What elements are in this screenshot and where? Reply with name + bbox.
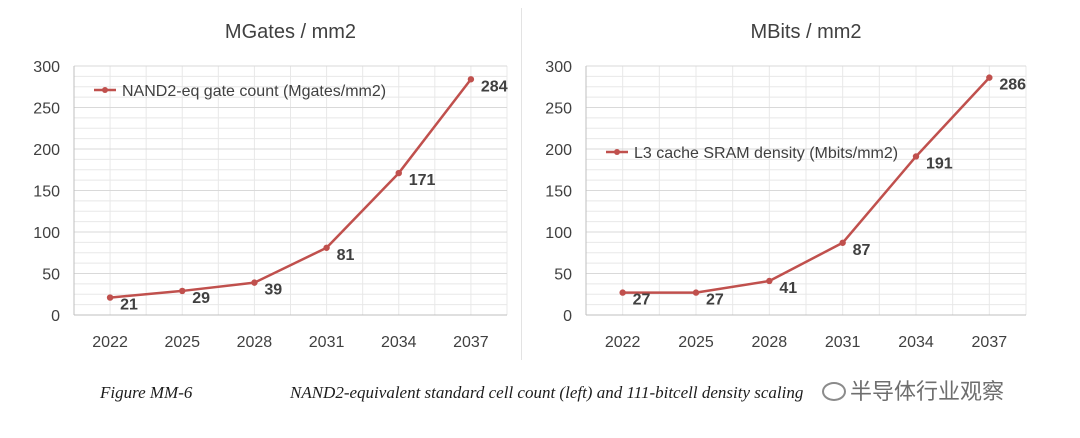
series-line <box>109 78 472 299</box>
data-point <box>619 289 626 296</box>
y-tick-label: 150 <box>545 184 572 201</box>
data-label: 284 <box>481 78 508 95</box>
chart-title: MBits / mm2 <box>750 21 861 43</box>
data-label: 29 <box>192 290 210 307</box>
x-tick-label: 2025 <box>164 334 200 351</box>
wechat-icon <box>822 382 846 401</box>
data-label: 191 <box>926 155 953 172</box>
data-label: 81 <box>337 247 355 264</box>
panel-divider <box>521 8 522 360</box>
x-tick-label: 2034 <box>381 334 417 351</box>
legend-marker <box>102 87 108 93</box>
y-tick-label: 0 <box>51 308 60 325</box>
figure-label: Figure MM-6 <box>100 383 193 402</box>
data-label: 41 <box>779 280 797 297</box>
y-tick-label: 300 <box>33 59 60 76</box>
figure-caption: NAND2-equivalent standard cell count (le… <box>290 383 804 402</box>
data-point <box>323 244 330 251</box>
data-point <box>106 294 114 301</box>
data-label: 171 <box>409 172 436 189</box>
x-tick-label: 2028 <box>237 334 273 351</box>
x-tick-label: 2037 <box>972 334 1008 351</box>
data-point <box>395 169 402 177</box>
y-tick-label: 0 <box>563 308 572 325</box>
legend-label: NAND2-eq gate count (Mgates/mm2) <box>122 83 386 100</box>
x-tick-label: 2028 <box>752 334 788 351</box>
watermark: 半导体行业观察 <box>822 374 1004 406</box>
right-chart: MBits / mm2 0 50 100 150 200 250 300 2022 2025 202… <box>545 21 1027 351</box>
data-label: 21 <box>120 297 138 314</box>
chart-title: MGates / mm2 <box>225 21 356 43</box>
watermark-text: 半导体行业观察 <box>850 380 1005 405</box>
y-tick-label: 50 <box>554 267 572 284</box>
x-tick-label: 2031 <box>825 334 861 351</box>
data-point <box>912 153 920 160</box>
data-label: 87 <box>853 242 871 259</box>
y-tick-label: 250 <box>545 101 572 118</box>
left-chart: MGates / mm2 0 50 100 150 200 250 300 2022 2025 20… <box>33 21 508 351</box>
x-tick-label: 2034 <box>898 334 934 351</box>
legend-label: L3 cache SRAM density (Mbits/mm2) <box>634 145 898 162</box>
y-tick-label: 100 <box>545 225 572 242</box>
data-label: 286 <box>999 77 1026 94</box>
x-tick-label: 2022 <box>92 334 128 351</box>
x-tick-label: 2037 <box>453 334 489 351</box>
y-tick-label: 300 <box>545 59 572 76</box>
legend-marker <box>614 149 620 155</box>
y-tick-label: 200 <box>545 142 572 159</box>
y-tick-label: 200 <box>33 142 60 159</box>
data-point <box>839 239 846 246</box>
data-label: 39 <box>264 282 282 299</box>
data-point <box>986 74 993 81</box>
x-tick-label: 2031 <box>309 334 345 351</box>
x-tick-label: 2025 <box>678 334 714 351</box>
data-label: 27 <box>706 292 724 309</box>
x-tick-label: 2022 <box>605 334 641 351</box>
y-tick-label: 150 <box>33 184 60 201</box>
left-chart-panel: MGates / mm2 0 50 100 150 200 250 300 2022 2025 20… <box>12 10 517 360</box>
data-label: 27 <box>633 292 651 309</box>
data-point <box>692 289 700 296</box>
data-point <box>467 76 475 83</box>
data-point <box>766 277 773 285</box>
right-chart-panel: MBits / mm2 0 50 100 150 200 250 300 2022 2025 202… <box>528 10 1036 360</box>
data-point <box>251 279 258 286</box>
y-tick-label: 50 <box>42 267 60 284</box>
y-tick-label: 100 <box>33 225 60 242</box>
data-point <box>179 287 186 295</box>
y-tick-label: 250 <box>33 101 60 118</box>
series-line <box>622 76 991 294</box>
